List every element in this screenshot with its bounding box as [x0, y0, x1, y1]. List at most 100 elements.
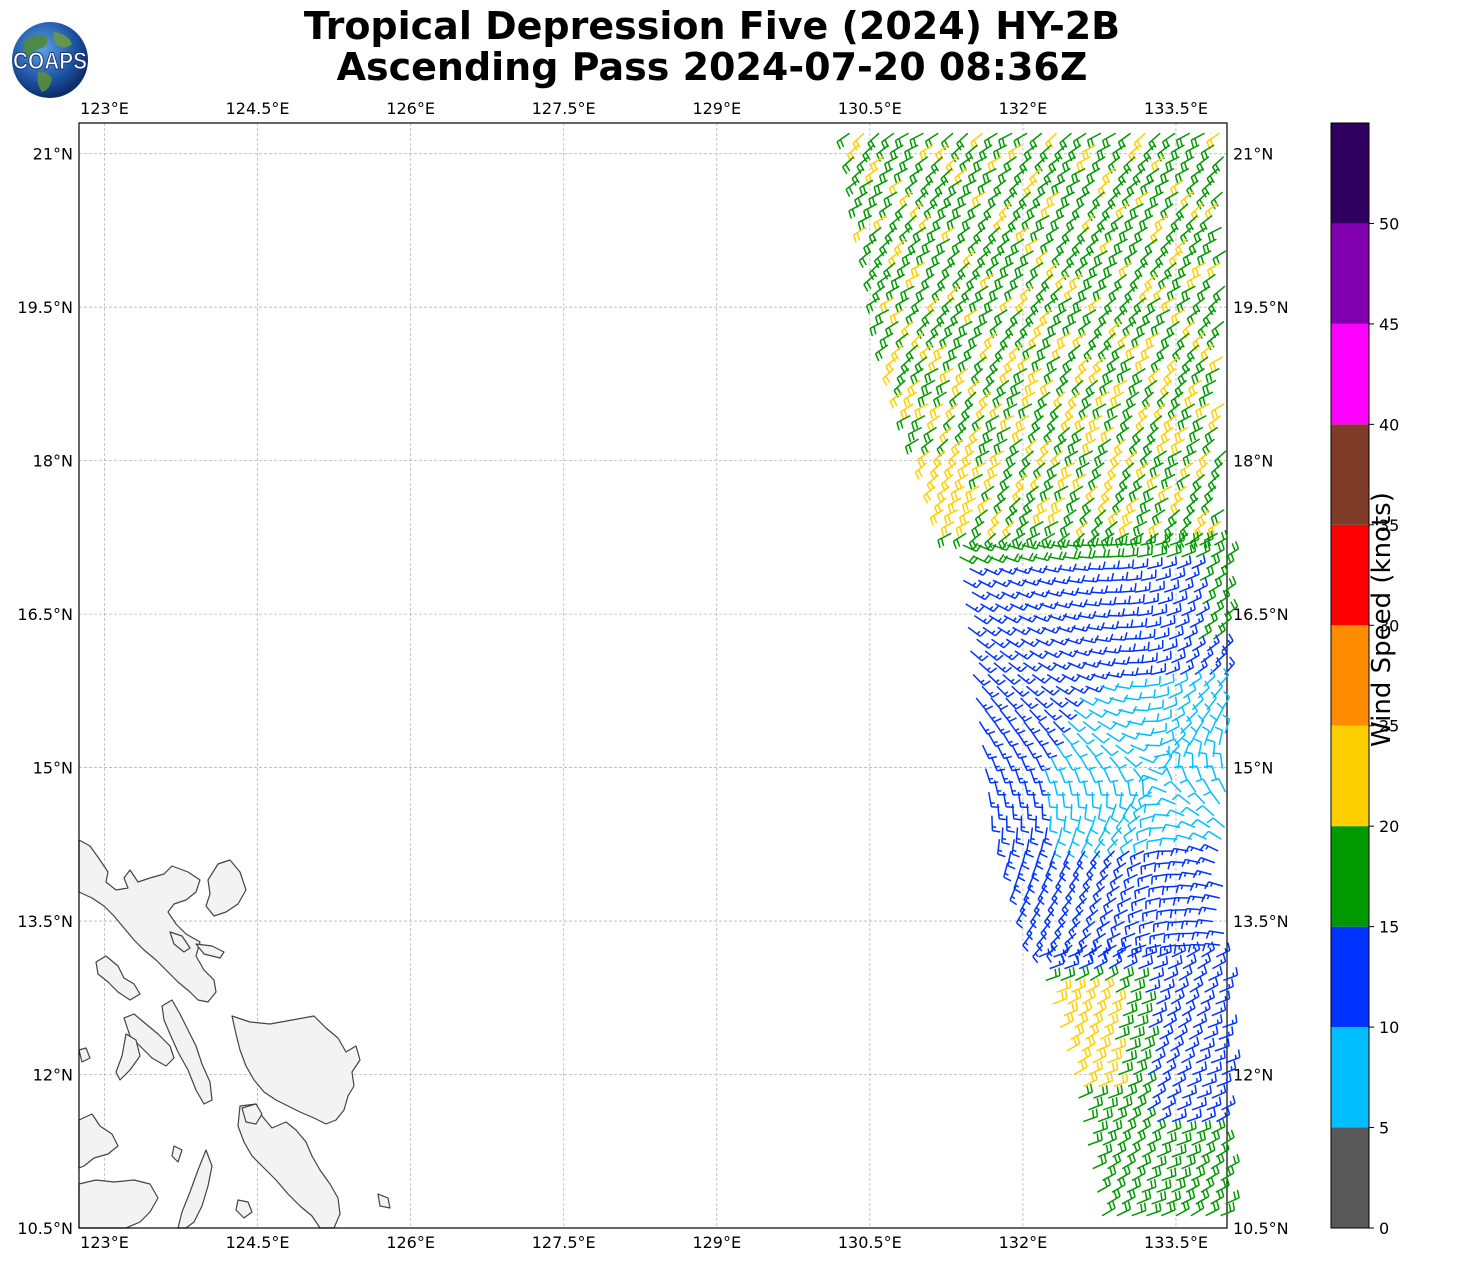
wind-barb	[1191, 261, 1207, 278]
wind-barb	[1137, 1002, 1153, 1017]
wind-barb	[852, 132, 865, 151]
wind-barb	[1191, 1131, 1207, 1146]
wind-barb	[973, 320, 988, 337]
wind-barb	[1086, 862, 1098, 881]
wind-barb	[1090, 226, 1104, 245]
wind-barb	[1164, 191, 1179, 208]
island-negros-north	[161, 999, 213, 1105]
wind-barb	[1060, 262, 1074, 281]
wind-barb	[1195, 1153, 1211, 1170]
wind-barb	[958, 320, 973, 337]
wind-barb	[896, 262, 911, 279]
wind-barb	[993, 309, 1008, 326]
wind-barb	[1097, 941, 1112, 958]
wind-barb	[1073, 768, 1088, 784]
wind-barb	[1038, 943, 1054, 958]
wind-barb	[1111, 1037, 1127, 1052]
wind-barb	[1102, 560, 1121, 570]
wind-barb	[1053, 838, 1062, 859]
wind-barb	[1201, 726, 1210, 746]
wind-barb	[1051, 539, 1070, 549]
wind-barb	[950, 309, 964, 327]
colorbar-label: Wind Speed (knots)	[1367, 492, 1397, 747]
wind-barb	[1139, 250, 1153, 269]
wind-barb	[1031, 673, 1051, 684]
wind-barb	[1025, 309, 1038, 328]
wind-barb	[1076, 226, 1089, 245]
wind-barb	[1181, 1084, 1198, 1099]
wind-barb	[940, 520, 955, 537]
wind-barb	[999, 261, 1014, 278]
lat-tick-label-right: 10.5°N	[1233, 1219, 1289, 1238]
wind-barb	[931, 285, 945, 304]
wind-barb	[1190, 167, 1204, 185]
wind-barb	[1061, 897, 1073, 917]
colorbar-tick-label: 5	[1379, 1119, 1389, 1138]
wind-barb	[1117, 1129, 1132, 1146]
colorbar-bin	[1331, 1127, 1369, 1228]
wind-barb	[982, 167, 997, 184]
wind-barb	[939, 367, 954, 384]
wind-barb	[1152, 955, 1169, 970]
wind-barb	[1112, 179, 1125, 198]
wind-barb	[1013, 566, 1033, 575]
wind-barb	[1041, 874, 1050, 894]
wind-barb	[981, 744, 997, 760]
wind-barb	[1167, 450, 1182, 466]
wind-barb	[915, 285, 930, 302]
wind-barb	[1179, 462, 1194, 479]
wind-barb	[1132, 558, 1149, 570]
wind-barb	[1140, 569, 1157, 582]
wind-barb	[1064, 756, 1081, 771]
wind-barb	[1027, 367, 1043, 384]
wind-barb	[983, 203, 996, 221]
wind-barb	[1067, 344, 1081, 362]
wind-barb	[1194, 714, 1205, 734]
wind-barb	[1078, 885, 1091, 905]
wind-barb	[939, 332, 953, 350]
wind-barb	[1120, 356, 1135, 372]
wind-barb	[1029, 132, 1043, 151]
wind-barb	[1067, 144, 1082, 162]
wind-barb	[1082, 780, 1095, 796]
wind-barb	[1150, 156, 1165, 173]
wind-barb	[1161, 885, 1179, 896]
wind-barb	[1208, 576, 1223, 593]
wind-barb	[1157, 591, 1174, 605]
wind-barb	[1040, 685, 1060, 696]
wind-barb	[1097, 438, 1112, 456]
wind-barb	[943, 509, 959, 525]
lat-tick-label-left: 18°N	[33, 452, 73, 471]
wind-barb	[1168, 683, 1184, 699]
wind-barb	[1056, 332, 1072, 349]
lat-tick-label-left: 21°N	[33, 145, 73, 164]
wind-barb	[937, 203, 952, 220]
wind-barb	[1051, 885, 1061, 905]
wind-barb	[1055, 273, 1068, 292]
wind-barb	[1171, 1108, 1187, 1123]
wind-barb	[1186, 273, 1201, 290]
wind-barb	[1192, 635, 1206, 652]
wind-barb	[1011, 685, 1030, 698]
wind-barb	[1065, 636, 1085, 645]
wind-barb	[991, 638, 1011, 649]
wind-barb	[883, 191, 898, 208]
wind-barb	[1126, 862, 1142, 878]
wind-barb	[1008, 344, 1022, 362]
wind-barb	[1211, 1084, 1227, 1099]
wind-barb	[1122, 606, 1140, 617]
colorbar-bin	[1331, 1027, 1369, 1128]
wind-barb	[1203, 1025, 1219, 1040]
wind-barb	[929, 403, 944, 420]
wind-barb	[1166, 544, 1182, 558]
wind-barb	[1005, 320, 1018, 339]
wind-barb	[1171, 706, 1186, 723]
wind-barb	[1078, 1083, 1094, 1099]
wind-barb	[925, 262, 940, 278]
wind-barb	[1048, 551, 1067, 561]
wind-barb	[1175, 1200, 1190, 1217]
wind-barb	[1105, 584, 1123, 593]
wind-barb	[1176, 1132, 1192, 1146]
wind-barb	[1007, 144, 1023, 161]
wind-barb	[911, 414, 926, 431]
